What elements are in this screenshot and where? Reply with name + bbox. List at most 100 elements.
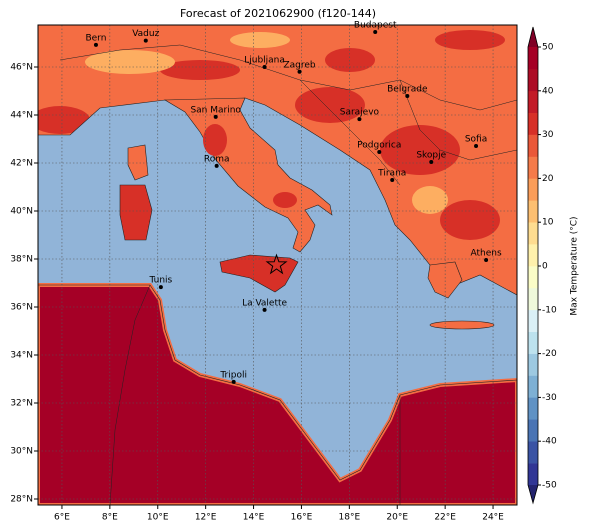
colorbar-band [528, 441, 538, 464]
colorbar-band [528, 178, 538, 201]
peloponnese [427, 261, 463, 299]
colorbar-band [528, 200, 538, 223]
mild-patches [85, 32, 448, 214]
city-dot [262, 65, 267, 69]
city-dot [405, 94, 410, 99]
x-tick-label: 12°E [195, 513, 217, 523]
city-label: San Marino [190, 105, 241, 115]
y-tick-label: 44°N [10, 111, 33, 121]
city-label: Athens [471, 248, 502, 258]
y-tick-label: 42°N [10, 159, 33, 169]
colorbar-tick-label: -10 [542, 305, 557, 315]
city-label: Sofia [465, 134, 487, 144]
colorbar-tick-label: 40 [542, 86, 554, 96]
y-tick-label: 32°N [10, 399, 33, 409]
colorbar-tick-label: -30 [542, 393, 557, 403]
colorbar-band [528, 463, 538, 486]
city-label: Zagreb [283, 60, 315, 70]
x-tick-label: 10°E [147, 513, 169, 523]
colorbar-band [528, 134, 538, 157]
colorbar: -50 -40 -30 -20 -10 0 10 20 30 40 50 [527, 26, 557, 505]
city-dot [429, 160, 434, 165]
city-dot [377, 149, 382, 154]
x-tick-label: 14°E [243, 513, 265, 523]
x-tick-label: 16°E [291, 513, 313, 523]
city-dot [390, 178, 395, 183]
colorbar-tick-label: -40 [542, 437, 557, 447]
city-dot [214, 163, 219, 168]
city-label: Podgorica [357, 140, 401, 150]
axis-ticks: 6°E 8°E 10°E 12°E 14°E 16°E 18°E 20°E 22°E 24°E 28… [10, 63, 504, 523]
italy-warm [203, 124, 297, 208]
city-label: Tripoli [219, 370, 247, 380]
colorbar-tick-label: 50 [542, 43, 554, 53]
x-tick-label: 22°E [434, 513, 456, 523]
title: Forecast of 2021062900 (f120-144) [180, 7, 376, 20]
colorbar-band [528, 397, 538, 420]
city-dot [474, 143, 479, 148]
city-label: Skopje [416, 151, 446, 161]
city-dot [143, 38, 148, 43]
city-dot [373, 29, 378, 34]
warm-patches [38, 30, 505, 240]
city-dot [357, 117, 362, 122]
colorbar-tick-label: 0 [542, 262, 548, 272]
colorbar-band [528, 309, 538, 332]
x-tick-label: 8°E [102, 513, 118, 523]
city-label: La Valette [242, 298, 287, 308]
city-dot [93, 42, 98, 47]
colorbar-band [528, 331, 538, 354]
colorbar-band [528, 266, 538, 289]
africa-coast [38, 284, 517, 481]
colorbar-over [528, 27, 538, 47]
colorbar-label: Max Temperature (°C) [570, 216, 580, 315]
colorbar-tick-label: 20 [542, 174, 554, 184]
colorbar-band [528, 244, 538, 267]
city-dot [484, 257, 489, 262]
y-tick-label: 34°N [10, 351, 33, 361]
city-dot [213, 114, 218, 119]
colorbar-tick-label: -50 [542, 481, 557, 491]
x-tick-label: 18°E [339, 513, 361, 523]
star-marker [265, 253, 288, 275]
city-dot [158, 285, 163, 290]
colorbar-band [528, 375, 538, 398]
city-label: Vaduz [132, 29, 159, 39]
crete [429, 320, 495, 330]
city-label: Sarajevo [340, 108, 380, 118]
x-tick-label: 24°E [482, 513, 504, 523]
colorbar-band [528, 47, 538, 70]
city-dot [262, 307, 267, 312]
city-label: Tunis [148, 276, 172, 286]
colorbar-tick-label: -20 [542, 349, 557, 359]
map-fields [38, 25, 517, 505]
y-tick-label: 36°N [10, 303, 33, 313]
cities: Bern VaduzBudapestLjubljanaZagrebBelgrade… [85, 20, 502, 384]
sardinia [119, 184, 153, 241]
colorbar-band [528, 90, 538, 113]
y-tick-label: 28°N [10, 495, 33, 505]
colorbar-under [528, 485, 538, 503]
colorbar-band [528, 222, 538, 245]
borders [59, 44, 517, 505]
city-dot [297, 69, 302, 74]
x-tick-label: 20°E [386, 513, 408, 523]
city-label: Roma [204, 154, 230, 164]
colorbar-band [528, 419, 538, 442]
colorbar-band [528, 112, 538, 135]
colorbar-band [528, 156, 538, 179]
y-tick-label: 38°N [10, 255, 33, 265]
grid [38, 25, 517, 505]
city-label: Ljubljana [244, 56, 285, 66]
y-tick-label: 30°N [10, 447, 33, 457]
x-tick-label: 6°E [54, 513, 70, 523]
colorbar-tick-label: 30 [542, 130, 554, 140]
colorbar-band [528, 353, 538, 376]
colorbar-band [528, 287, 538, 311]
colorbar-tick-label: 10 [542, 218, 554, 228]
colorbar-band [528, 68, 538, 92]
sicily [219, 254, 299, 293]
y-tick-label: 40°N [10, 207, 33, 217]
city-label: Belgrade [387, 85, 428, 95]
